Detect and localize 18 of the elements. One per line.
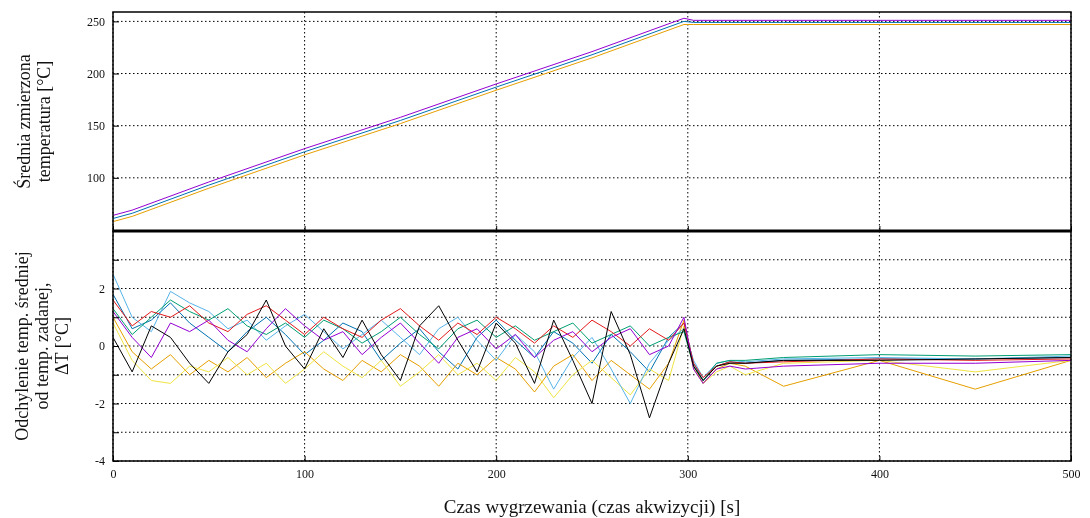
x-axis-title: Czas wygrzewania (czas akwizycji) [s] [443, 496, 741, 518]
y-tick-label: 250 [87, 14, 105, 29]
y-tick-label: 100 [87, 171, 105, 186]
line-series [113, 273, 1071, 404]
y-tick-label: -2 [95, 396, 105, 411]
y-tick-label: 0 [99, 339, 105, 354]
y-tick-label: 2 [99, 281, 105, 296]
x-tick-label: 300 [679, 466, 698, 481]
y-tick-label: -4 [95, 454, 105, 469]
x-tick-label: 100 [296, 466, 315, 481]
x-tick-label: 200 [487, 466, 506, 481]
y-tick-label: 200 [87, 66, 105, 81]
y-tick-label: 150 [87, 119, 105, 134]
y-axis-title: Odchylenie temp. średniej od temp. zadanej, ΔT [°C] [12, 251, 72, 441]
x-tick-label: 500 [1062, 466, 1081, 481]
x-tick-label: 0 [110, 466, 117, 481]
y-axis-title: Średnia zmierzona temperatura [°C] [13, 54, 54, 189]
x-tick-label: 400 [870, 466, 889, 481]
